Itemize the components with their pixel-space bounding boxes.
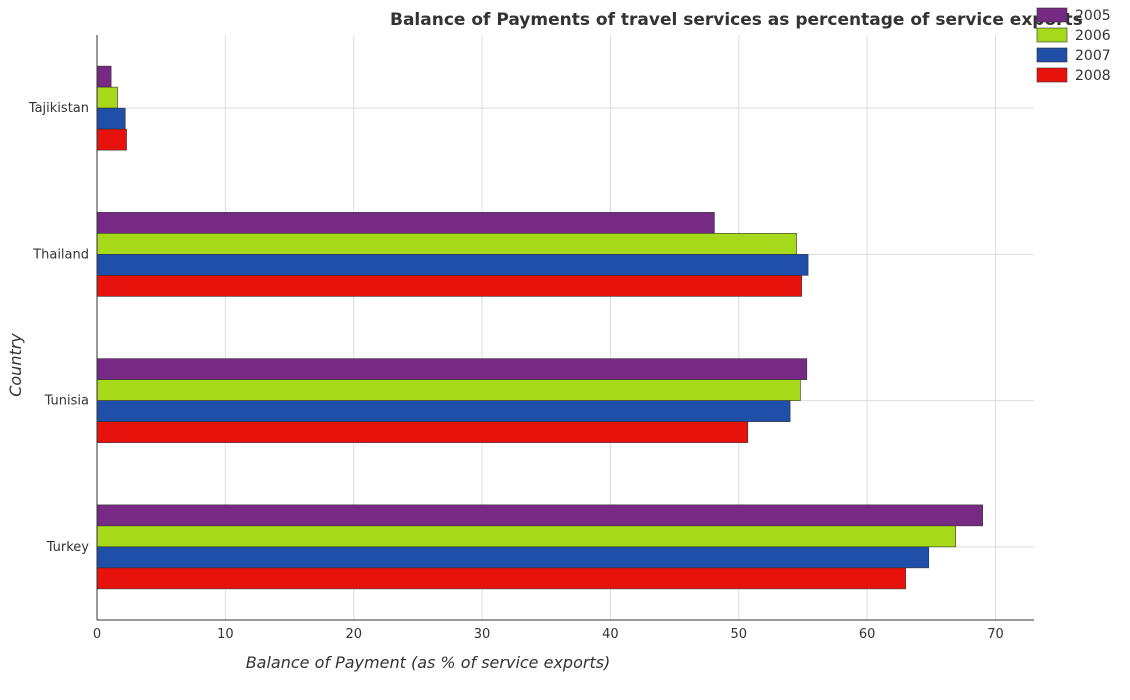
legend: 2005 2006 2007 2008 [1036, 7, 1111, 84]
x-tick-label: 0 [93, 627, 101, 642]
bar-2007-tunisia [96, 400, 791, 422]
legend-swatch-2007 [1036, 47, 1068, 63]
bar-2006-turkey [96, 525, 957, 548]
axes: 0 10 20 30 40 50 60 70 Tajikistan Thailand Tunisia… [28, 35, 1034, 642]
bar-2005-tajikistan [96, 65, 112, 88]
bar-2008-tunisia [96, 421, 749, 443]
bar-2008-turkey [96, 567, 906, 590]
bar-2005-turkey [96, 504, 983, 527]
legend-label-2005: 2005 [1075, 8, 1111, 24]
bar-2006-thailand [96, 233, 797, 255]
bar-2008-tajikistan [96, 128, 127, 151]
bar-2008-thailand [96, 275, 802, 297]
bar-2006-tajikistan [96, 86, 118, 109]
bar-2005-thailand [96, 212, 715, 234]
x-tick-label: 40 [602, 627, 619, 642]
bar-2007-thailand [96, 254, 809, 276]
legend-swatch-2006 [1036, 27, 1068, 43]
y-tick-label: Tunisia [44, 394, 89, 409]
x-tick-label: 50 [731, 627, 748, 642]
y-tick-label: Turkey [46, 540, 90, 555]
bar-2007-turkey [96, 546, 930, 569]
legend-label-2006: 2006 [1075, 28, 1111, 44]
bar-2005-tunisia [96, 358, 808, 380]
x-tick-label: 10 [217, 627, 234, 642]
y-axis-label: Country [6, 333, 25, 397]
legend-swatch-2005 [1036, 7, 1068, 23]
bar-2006-tunisia [96, 379, 801, 401]
x-tick-label: 20 [345, 627, 362, 642]
y-tick-label: Thailand [32, 247, 89, 262]
bar-2007-tajikistan [96, 107, 126, 130]
x-tick-label: 30 [474, 627, 491, 642]
legend-label-2007: 2007 [1075, 48, 1111, 64]
legend-swatch-2008 [1036, 67, 1068, 83]
x-tick-label: 60 [859, 627, 876, 642]
bars [96, 65, 983, 590]
legend-label-2008: 2008 [1075, 68, 1111, 84]
chart-title: Balance of Payments of travel services a… [390, 10, 1083, 30]
x-tick-label: 70 [987, 627, 1004, 642]
x-axis-label: Balance of Payment (as % of service expo… [246, 653, 611, 672]
y-tick-label: Tajikistan [28, 101, 89, 116]
